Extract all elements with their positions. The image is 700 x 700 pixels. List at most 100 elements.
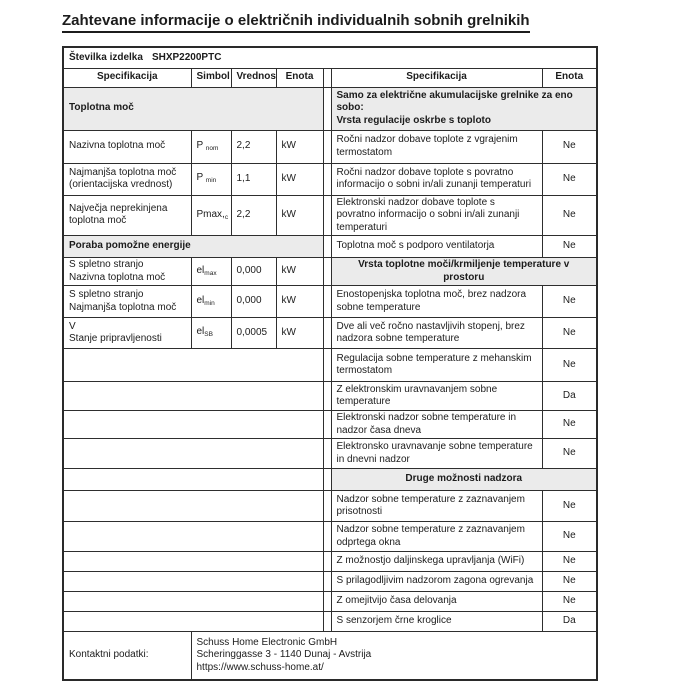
symbol-base: P	[196, 139, 206, 151]
symbol-subscript: max	[204, 269, 217, 277]
col-header-unit-right: Enota	[541, 67, 598, 88]
symbol-cell: elmin	[190, 285, 232, 318]
section-header-other-controls: Druge možnosti nadzora	[330, 468, 598, 491]
table-row: V Stanje pripravljenosti elSB 0,0005 kW …	[62, 317, 598, 349]
value-cell: 2,2	[230, 194, 277, 236]
table-row: Nadzor sobne temperature z zaznavanjem p…	[62, 490, 598, 522]
col-header-unit-left: Enota	[275, 67, 324, 88]
empty-cell	[62, 551, 324, 572]
symbol-base: Pmax,	[196, 208, 225, 220]
table-row: S prilagodljivim nadzorom zagona ogrevan…	[62, 571, 598, 592]
table-row: Elektronsko uravnavanje sobne temperatur…	[62, 438, 598, 469]
col-header-value: Vrednost	[230, 67, 277, 88]
symbol-subscript: SB	[204, 331, 213, 339]
table-gap-column	[322, 129, 332, 164]
table-row: Z elektronskim uravnavanjem sobne temper…	[62, 381, 598, 411]
spec-cell: Elektronski nadzor sobne temperature in …	[330, 410, 543, 439]
table-gap-column	[322, 490, 332, 522]
empty-cell	[62, 410, 324, 439]
yes-no-cell: Ne	[541, 162, 598, 196]
contact-info: Schuss Home Electronic GmbH Scheringgass…	[190, 631, 598, 680]
yes-no-cell: Ne	[541, 591, 598, 612]
empty-cell	[62, 611, 324, 632]
yes-no-cell: Da	[541, 611, 598, 632]
product-info-table: Številka izdelka SHXP2200PTC Specifikacij…	[62, 46, 599, 681]
empty-cell	[62, 521, 324, 552]
spec-cell: Nazivna toplotna moč	[62, 129, 192, 164]
product-number-value: SHXP2200PTC	[151, 51, 222, 63]
spec-cell: Toplotna moč s podporo ventilatorja	[330, 235, 543, 258]
table-gap-column	[322, 257, 332, 286]
spec-cell: S spletno stranjo Najmanjša toplotna moč	[62, 285, 192, 318]
table-gap-column	[322, 67, 332, 88]
table-gap-column	[322, 381, 332, 411]
col-header-symbol: Simbol	[190, 67, 232, 88]
product-number-label: Številka izdelka	[69, 51, 143, 63]
table-gap-column	[322, 410, 332, 439]
spec-cell: Regulacija sobne temperature z mehanskim…	[330, 348, 543, 382]
empty-cell	[62, 468, 324, 491]
unit-cell: kW	[275, 194, 324, 236]
spec-cell: S senzorjem črne kroglice	[330, 611, 543, 632]
yes-no-cell: Ne	[541, 410, 598, 439]
symbol-base: el	[196, 326, 205, 338]
table-row: Nadzor sobne temperature z zaznavanjem o…	[62, 521, 598, 552]
symbol-subscript: min	[205, 177, 217, 185]
spec-cell: Z možnostjo daljinskega upravljanja (WiF…	[330, 551, 543, 572]
table-row: S spletno stranjo Najmanjša toplotna moč…	[62, 285, 598, 318]
unit-cell: kW	[275, 129, 324, 164]
value-cell: 0,000	[230, 285, 277, 318]
unit-cell: kW	[275, 257, 324, 286]
table-gap-column	[322, 194, 332, 236]
symbol-cell: elmax	[190, 257, 232, 286]
yes-no-cell: Ne	[541, 285, 598, 318]
spec-cell: S spletno stranjo Nazivna toplotna moč	[62, 257, 192, 286]
spec-cell: Dve ali več ročno nastavljivih stopenj, …	[330, 317, 543, 349]
spec-cell: Najmanjša toplotna moč (orientacijska vr…	[62, 162, 192, 196]
table-row: Največja neprekinjena toplotna moč Pmax,…	[62, 194, 598, 236]
table-gap-column	[322, 86, 332, 131]
yes-no-cell: Ne	[541, 317, 598, 349]
empty-cell	[62, 438, 324, 469]
spec-cell: Ročni nadzor dobave toplote z vgrajenim …	[330, 129, 543, 164]
yes-no-cell: Ne	[541, 235, 598, 258]
col-header-spec-right: Specifikacija	[330, 67, 543, 88]
table-gap-column	[322, 571, 332, 592]
table-row: Poraba pomožne energije Toplotna moč s p…	[62, 235, 598, 258]
spec-cell: Nadzor sobne temperature z zaznavanjem p…	[330, 490, 543, 522]
product-number-cell: Številka izdelka SHXP2200PTC	[62, 46, 598, 69]
section-header-heat-output: Toplotna moč	[62, 86, 324, 131]
table-row: Toplotna moč Samo za električne akumulac…	[62, 86, 598, 131]
section-header-aux-energy: Poraba pomožne energije	[62, 235, 324, 258]
table-row: S senzorjem črne kroglice Da	[62, 611, 598, 632]
value-cell: 2,2	[230, 129, 277, 164]
unit-cell: kW	[275, 285, 324, 318]
table-gap-column	[322, 591, 332, 612]
symbol-cell: P nom	[190, 129, 232, 164]
yes-no-cell: Ne	[541, 571, 598, 592]
page-title: Zahtevane informacije o električnih indi…	[62, 12, 530, 33]
table-row: Regulacija sobne temperature z mehanskim…	[62, 348, 598, 382]
symbol-base: el	[196, 264, 205, 276]
value-cell: 0,0005	[230, 317, 277, 349]
product-number-row: Številka izdelka SHXP2200PTC	[62, 46, 598, 69]
spec-cell: Največja neprekinjena toplotna moč	[62, 194, 192, 236]
column-header-row: Specifikacija Simbol Vrednost Enota Spec…	[62, 67, 598, 88]
symbol-subscript: c	[224, 213, 229, 221]
unit-cell: kW	[275, 317, 324, 349]
yes-no-cell: Ne	[541, 551, 598, 572]
spec-cell: S prilagodljivim nadzorom zagona ogrevan…	[330, 571, 543, 592]
table-gap-column	[322, 611, 332, 632]
yes-no-cell: Ne	[541, 438, 598, 469]
table-gap-column	[322, 468, 332, 491]
yes-no-cell: Ne	[541, 490, 598, 522]
empty-cell	[62, 381, 324, 411]
yes-no-cell: Ne	[541, 194, 598, 236]
col-header-spec-left: Specifikacija	[62, 67, 192, 88]
spec-cell: Z omejitvijo časa delovanja	[330, 591, 543, 612]
yes-no-cell: Ne	[541, 348, 598, 382]
table-gap-column	[322, 285, 332, 318]
symbol-cell: Pmax,c	[190, 194, 232, 236]
symbol-base: el	[196, 294, 205, 306]
spec-cell: Elektronski nadzor dobave toplote s povr…	[330, 194, 543, 236]
